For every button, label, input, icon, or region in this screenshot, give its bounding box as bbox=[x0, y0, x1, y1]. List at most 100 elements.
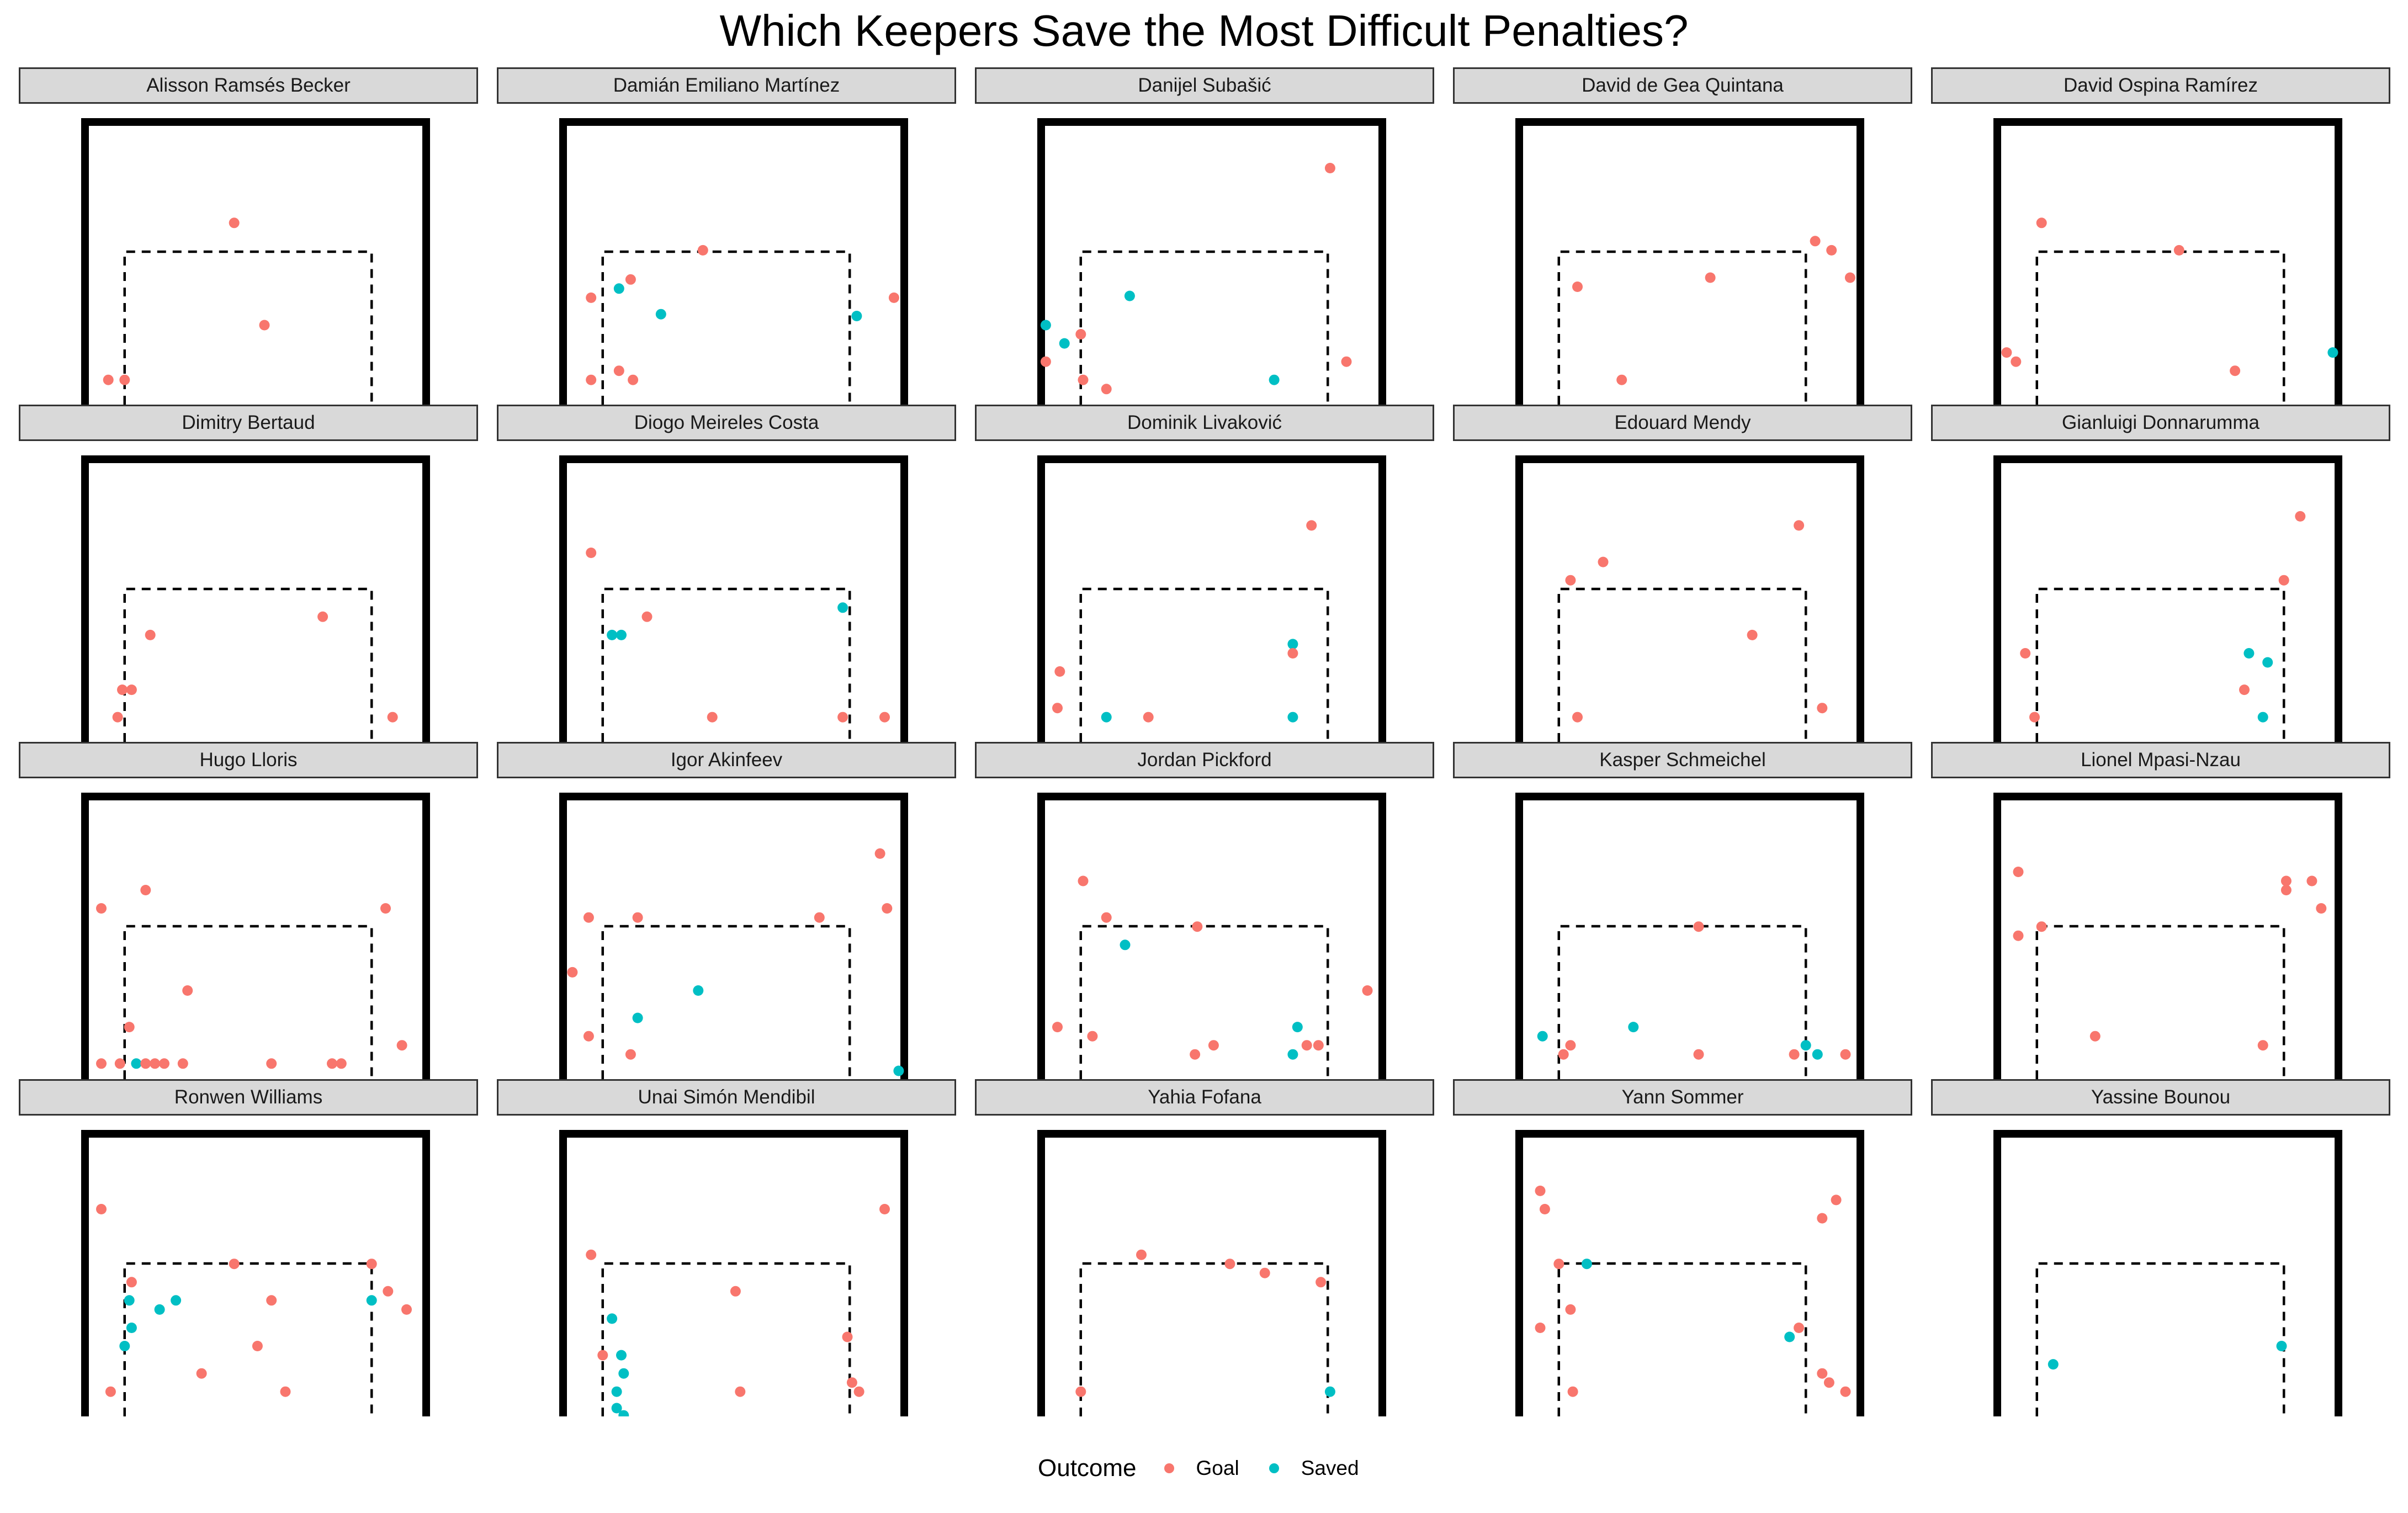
point-goal bbox=[2278, 575, 2289, 586]
point-saved bbox=[1800, 1040, 1811, 1051]
penalty-plot bbox=[1515, 1130, 1864, 1416]
point-goal bbox=[583, 1031, 594, 1042]
legend-title: Outcome bbox=[1038, 1454, 1137, 1482]
point-goal bbox=[380, 903, 391, 914]
point-saved bbox=[1120, 939, 1131, 951]
facet-strip-label: Kasper Schmeichel bbox=[1453, 742, 1912, 778]
dashed-zone-box bbox=[1079, 250, 1329, 405]
point-goal bbox=[126, 684, 137, 696]
point-goal bbox=[1052, 1022, 1063, 1033]
facet-strip-label: Diogo Meireles Costa bbox=[497, 405, 956, 441]
point-saved bbox=[607, 629, 618, 640]
point-goal bbox=[117, 684, 128, 696]
point-goal bbox=[632, 912, 643, 923]
penalty-plot bbox=[559, 118, 908, 405]
point-saved bbox=[837, 602, 848, 613]
point-goal bbox=[140, 1058, 151, 1069]
point-saved bbox=[2276, 1341, 2287, 1351]
point-saved bbox=[1812, 1049, 1823, 1060]
point-goal bbox=[252, 1341, 263, 1351]
point-saved bbox=[611, 1403, 622, 1414]
facet-panel: Unai Simón Mendibil bbox=[496, 1079, 958, 1416]
point-goal bbox=[1572, 712, 1583, 723]
point-goal bbox=[1101, 384, 1112, 395]
point-goal bbox=[1040, 356, 1051, 367]
dashed-zone-box bbox=[2035, 587, 2285, 742]
point-saved bbox=[124, 1295, 135, 1306]
penalty-plot bbox=[81, 1130, 430, 1416]
facet-panel: Hugo Lloris bbox=[18, 742, 480, 1079]
point-saved bbox=[1292, 1022, 1303, 1033]
facet-panel: Ronwen Williams bbox=[18, 1079, 480, 1416]
point-goal bbox=[1693, 1049, 1704, 1060]
point-goal bbox=[280, 1386, 291, 1397]
penalty-plot bbox=[1993, 118, 2342, 405]
facet-strip-label: Gianluigi Donnarumma bbox=[1931, 405, 2390, 441]
point-saved bbox=[618, 1368, 629, 1379]
point-goal bbox=[1192, 921, 1203, 932]
point-goal bbox=[730, 1286, 741, 1297]
penalty-plot bbox=[1037, 455, 1386, 742]
point-goal bbox=[1598, 556, 1609, 567]
point-saved bbox=[1040, 320, 1051, 331]
point-goal bbox=[1826, 245, 1837, 256]
point-goal bbox=[1844, 272, 1855, 283]
dashed-zone-box bbox=[1557, 250, 1807, 405]
penalty-plot bbox=[1993, 455, 2342, 742]
goal-frame bbox=[1993, 118, 2342, 405]
goal-frame bbox=[1037, 793, 1386, 1079]
penalty-plot bbox=[559, 1130, 908, 1416]
point-saved bbox=[2262, 657, 2273, 668]
penalty-plot bbox=[81, 455, 430, 742]
point-goal bbox=[1301, 1040, 1312, 1051]
point-goal bbox=[1313, 1040, 1324, 1051]
point-goal bbox=[1794, 1323, 1805, 1333]
point-goal bbox=[1572, 282, 1583, 292]
legend-key-saved bbox=[1269, 1463, 1279, 1473]
point-goal bbox=[697, 245, 708, 256]
point-goal bbox=[1823, 1377, 1834, 1388]
point-goal bbox=[1747, 629, 1758, 640]
dashed-zone-box bbox=[2035, 1262, 2285, 1416]
goal-frame bbox=[559, 793, 908, 1079]
point-goal bbox=[140, 885, 151, 895]
point-goal bbox=[145, 629, 156, 640]
point-goal bbox=[625, 1049, 636, 1060]
point-goal bbox=[1565, 1040, 1576, 1051]
facet-strip-label: Damián Emiliano Martínez bbox=[497, 67, 956, 104]
point-goal bbox=[1817, 1368, 1828, 1379]
point-goal bbox=[641, 611, 653, 622]
point-goal bbox=[1558, 1049, 1569, 1060]
point-goal bbox=[2173, 245, 2184, 256]
point-goal bbox=[2280, 875, 2292, 886]
point-goal bbox=[586, 292, 597, 303]
point-goal bbox=[1054, 666, 1065, 677]
goal-frame bbox=[81, 118, 430, 405]
point-goal bbox=[1075, 329, 1086, 339]
penalty-plot bbox=[1037, 1130, 1386, 1416]
point-goal bbox=[2013, 867, 2024, 877]
point-goal bbox=[1789, 1049, 1800, 1060]
chart-title: Which Keepers Save the Most Difficult Pe… bbox=[719, 6, 1689, 55]
point-saved bbox=[1101, 712, 1112, 723]
point-saved bbox=[1287, 1049, 1298, 1060]
penalty-plot bbox=[1037, 793, 1386, 1079]
facet-strip-label: Lionel Mpasi-Nzau bbox=[1931, 742, 2390, 778]
point-goal bbox=[177, 1058, 188, 1069]
point-goal bbox=[2257, 1040, 2268, 1051]
point-goal bbox=[613, 365, 624, 376]
point-goal bbox=[2036, 921, 2047, 932]
facet-panel: Gianluigi Donnarumma bbox=[1930, 405, 2393, 742]
point-goal bbox=[586, 548, 597, 558]
point-goal bbox=[96, 903, 107, 914]
point-goal bbox=[112, 712, 123, 723]
point-saved bbox=[1324, 1386, 1335, 1397]
facet-strip-label: Igor Akinfeev bbox=[497, 742, 956, 778]
point-goal bbox=[1362, 985, 1373, 996]
goal-frame bbox=[1993, 793, 2342, 1079]
point-goal bbox=[625, 274, 636, 285]
facet-panel: Alisson Ramsés Becker bbox=[18, 67, 480, 405]
goal-frame bbox=[1515, 1130, 1864, 1416]
point-goal bbox=[1087, 1031, 1098, 1042]
point-goal bbox=[229, 217, 240, 229]
